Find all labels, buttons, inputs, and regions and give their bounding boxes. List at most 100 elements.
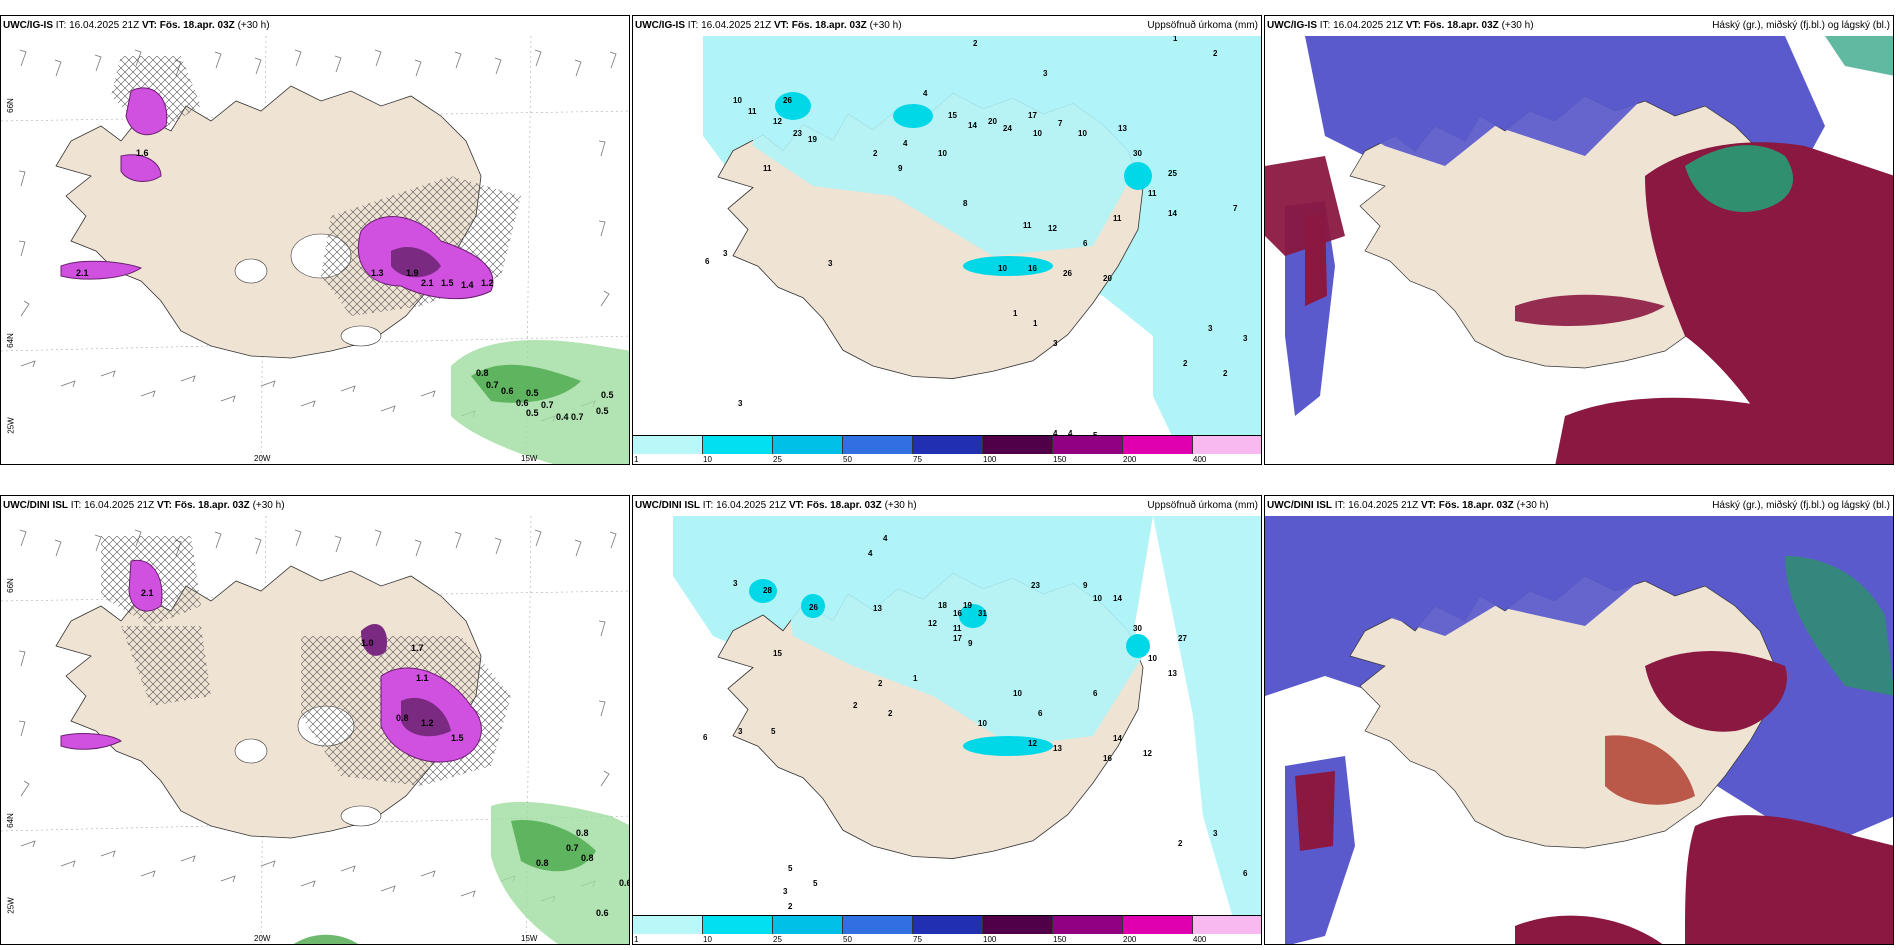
precip-map: 2 3 1 2 10 11 12 26 23 19 4 11 2 4 10 8 …	[633, 36, 1261, 438]
cloud-title: Háský (gr.), miðský (fj.bl.) og lágský (…	[1712, 20, 1890, 31]
icing-value: 1.2	[421, 718, 434, 728]
precip-value: 7	[1233, 204, 1238, 213]
valid-time-label: VT:	[788, 500, 804, 511]
icing-value: 1.6	[136, 148, 149, 158]
valid-time-label: VT:	[773, 20, 789, 31]
precip-value: 3	[1243, 334, 1248, 343]
precip-value: 4	[923, 89, 928, 98]
precip-value: 24	[1003, 124, 1012, 133]
colorbar-swatch	[633, 916, 703, 934]
icing-value: 1.5	[451, 733, 464, 743]
precip-value: 10	[1148, 654, 1157, 663]
lat-label: 64N	[5, 813, 15, 828]
precip-value: 28	[763, 586, 772, 595]
valid-time: Fös. 18.apr. 03Z	[806, 500, 882, 511]
precip-value: 11	[1113, 214, 1122, 223]
precip-value: 5	[1093, 431, 1098, 438]
model-name: UWC/IG-IS	[1267, 20, 1317, 31]
precip-value: 2	[1213, 49, 1218, 58]
precip-value: 18	[938, 601, 947, 610]
colorbar-swatch	[1123, 436, 1193, 454]
low-cloud-area	[1685, 145, 1794, 212]
precip-value: 9	[1083, 581, 1088, 590]
precip-value: 4	[1068, 429, 1073, 438]
icing-value: 1.3	[371, 268, 384, 278]
precipitation-panel-1: UWC/IG-IS IT: 16.04.2025 21Z VT: Fös. 18…	[632, 15, 1262, 465]
icing-map: 1.0 1.7 1.1 0.8 0.8 0.7 0.6 0.6 0.8 0.8 …	[1, 516, 629, 944]
precip-value: 13	[1053, 744, 1062, 753]
colorbar-swatch	[703, 916, 773, 934]
panel-header: UWC/DINI ISL IT: 16.04.2025 21Z VT: Fös.…	[3, 500, 285, 511]
model-name: UWC/DINI ISL	[3, 500, 68, 511]
cloud-cover-panel-1: UWC/IG-IS IT: 16.04.2025 21Z VT: Fös. 18…	[1264, 15, 1894, 465]
colorbar-tick: 1	[634, 935, 639, 944]
precip-value: 12	[928, 619, 937, 628]
precip-value: 1	[1173, 36, 1178, 43]
precip-value: 2	[973, 39, 978, 48]
precip-value: 3	[738, 727, 743, 736]
lat-label: 66N	[5, 98, 15, 113]
colorbar-ticks: 1 10 25 50 75 100 150 200 400	[633, 934, 1261, 944]
precip-colorbar	[633, 915, 1261, 934]
precip-value: 8	[963, 199, 968, 208]
colorbar-swatch	[1123, 916, 1193, 934]
precip-value: 17	[1028, 111, 1037, 120]
precip-value: 9	[968, 639, 973, 648]
lead-time: (+30 h)	[884, 500, 917, 511]
colorbar-tick: 200	[1123, 935, 1137, 944]
colorbar-swatch	[913, 436, 983, 454]
precip-value: 13	[873, 604, 882, 613]
valid-time-label: VT:	[1405, 20, 1421, 31]
precip-value: 10	[978, 719, 987, 728]
lon-label: 15W	[521, 454, 538, 463]
valid-time-label: VT:	[141, 20, 157, 31]
lon-label: 20W	[254, 934, 271, 943]
precip-value: 6	[1243, 869, 1248, 878]
precip-value: 11	[1148, 189, 1157, 198]
icing-value: 0.7	[571, 412, 584, 422]
precip-value: 30	[1133, 149, 1142, 158]
precip-value: 3	[828, 259, 833, 268]
icing-severity-areas	[60, 87, 494, 300]
colorbar-swatch	[633, 436, 703, 454]
precip-value: 14	[968, 121, 977, 130]
init-time: 16.04.2025 21Z	[716, 500, 787, 511]
precip-value: 27	[1178, 634, 1187, 643]
colorbar-tick: 400	[1193, 455, 1207, 464]
colorbar-tick: 50	[843, 455, 852, 464]
colorbar-swatch	[703, 436, 773, 454]
precip-value: 4	[1053, 429, 1058, 438]
colorbar-tick: 150	[1053, 935, 1067, 944]
icing-severity-areas	[60, 559, 482, 763]
colorbar-swatch	[1193, 436, 1261, 454]
heavy-precip-areas	[775, 92, 1152, 276]
lon-label: 20W	[254, 454, 271, 463]
panel-header: UWC/IG-IS IT: 16.04.2025 21Z VT: Fös. 18…	[1267, 20, 1534, 31]
precip-value: 3	[1053, 339, 1058, 348]
precip-value: 2	[788, 902, 793, 911]
colorbar-tick: 400	[1193, 935, 1207, 944]
icing-value: 0.7	[566, 843, 579, 853]
panel-header: UWC/IG-IS IT: 16.04.2025 21Z VT: Fös. 18…	[3, 20, 270, 31]
colorbar-tick: 10	[703, 455, 712, 464]
precip-value: 1	[913, 674, 918, 683]
precip-value: 3	[738, 399, 743, 408]
icing-value: 2.1	[76, 268, 89, 278]
precip-value: 26	[809, 603, 818, 612]
precip-value: 26	[1063, 269, 1072, 278]
lead-time: (+30 h)	[252, 500, 285, 511]
valid-time: Fös. 18.apr. 03Z	[1423, 20, 1499, 31]
icing-value: 0.5	[526, 408, 539, 418]
precip-value: 11	[1023, 221, 1032, 230]
icing-value: 0.5	[526, 388, 539, 398]
precip-value: 5	[771, 727, 776, 736]
precip-value: 30	[1133, 624, 1142, 633]
icing-value: 1.0	[361, 638, 374, 648]
precip-value: 14	[1168, 209, 1177, 218]
model-name: UWC/DINI ISL	[1267, 500, 1332, 511]
precip-value: 6	[1093, 689, 1098, 698]
precip-value: 23	[793, 129, 802, 138]
colorbar-tick: 100	[983, 935, 997, 944]
precip-value: 20	[988, 117, 997, 126]
icing-turbulence-panel-1: UWC/IG-IS IT: 16.04.2025 21Z VT: Fös. 18…	[0, 15, 630, 465]
